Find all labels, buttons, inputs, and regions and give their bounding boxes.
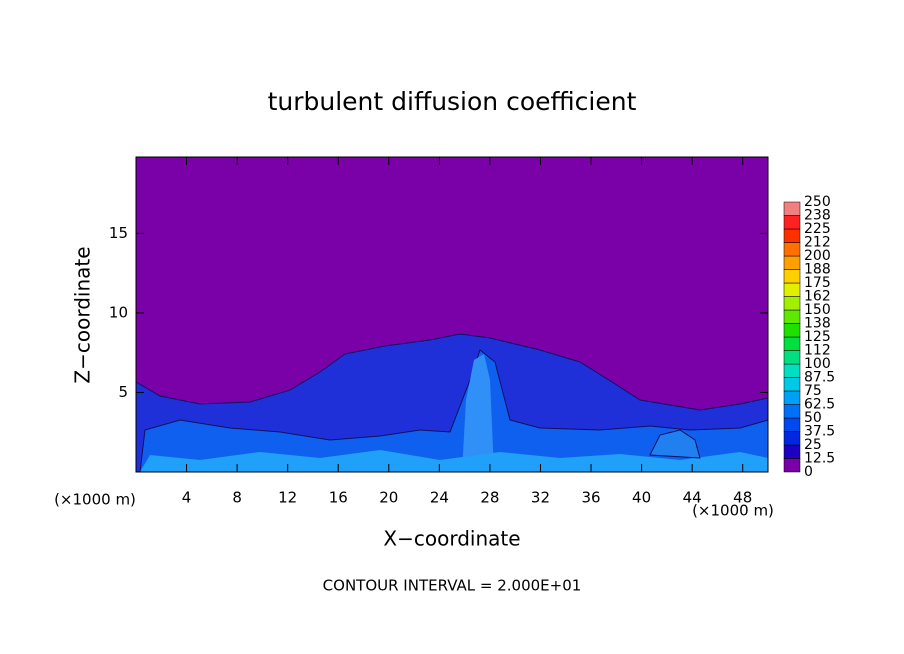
colorbar-band xyxy=(783,242,801,257)
colorbar-label: 0 xyxy=(804,464,813,480)
colorbar-band xyxy=(783,350,801,365)
x-tick-label: 24 xyxy=(430,489,449,507)
field-plume xyxy=(462,354,494,472)
colorbar-band xyxy=(783,377,801,392)
colorbar-label: 100 xyxy=(804,356,831,372)
colorbar-label: 138 xyxy=(804,316,831,332)
footer: CONTOUR INTERVAL = 2.000E+01 xyxy=(323,577,582,595)
colorbar-band xyxy=(783,215,801,230)
x-tick-label: 48 xyxy=(733,489,752,507)
colorbar-band xyxy=(783,363,801,378)
colorbar-band xyxy=(783,296,801,311)
colorbar-band xyxy=(783,255,801,270)
x-tick-label: 32 xyxy=(531,489,550,507)
colorbar-label: 250 xyxy=(804,194,831,210)
colorbar-label: 200 xyxy=(804,248,831,264)
x-tick-label: 36 xyxy=(581,489,600,507)
y-tick-label: 15 xyxy=(109,224,128,242)
colorbar-band xyxy=(783,404,801,419)
colorbar-label: 150 xyxy=(804,302,831,318)
field xyxy=(135,157,769,473)
colorbar-band xyxy=(783,444,801,459)
colorbar-label: 188 xyxy=(804,262,831,278)
colorbar-label: 62.5 xyxy=(804,397,835,413)
y-tick-label: 10 xyxy=(109,303,128,321)
field-surface xyxy=(140,450,768,472)
x-unit: (×1000 m) xyxy=(692,502,774,520)
colorbar-band xyxy=(783,458,801,473)
colorbar-label: 212 xyxy=(804,235,831,251)
colorbar-band xyxy=(783,228,801,243)
colorbar-label: 50 xyxy=(804,410,822,426)
colorbar-band xyxy=(783,269,801,284)
x-tick-label: 44 xyxy=(683,489,702,507)
plot-frame xyxy=(135,156,769,473)
y-tick-label: 5 xyxy=(118,383,128,401)
colorbar-band xyxy=(783,417,801,432)
x-tick-label: 40 xyxy=(632,489,651,507)
colorbar-label: 87.5 xyxy=(804,370,835,386)
x-tick-label: 20 xyxy=(379,489,398,507)
colorbar-band xyxy=(783,323,801,338)
colorbar-band xyxy=(783,201,801,216)
colorbar-band xyxy=(783,282,801,297)
x-tick-label: 8 xyxy=(232,489,242,507)
colorbar-label: 225 xyxy=(804,221,831,237)
colorbar-label: 37.5 xyxy=(804,424,835,440)
colorbar-label: 162 xyxy=(804,289,831,305)
colorbar-label: 175 xyxy=(804,275,831,291)
field-cell xyxy=(649,429,701,459)
chart-title: turbulent diffusion coefficient xyxy=(268,87,637,116)
y-unit: (×1000 m) xyxy=(54,491,136,509)
colorbar-label: 25 xyxy=(804,437,822,453)
x-tick-label: 12 xyxy=(278,489,297,507)
y-axis-title: Z−coordinate xyxy=(71,246,95,383)
colorbar-band xyxy=(783,431,801,446)
colorbar-label: 75 xyxy=(804,383,822,399)
colorbar-label: 125 xyxy=(804,329,831,345)
colorbar-band xyxy=(783,309,801,324)
colorbar-label: 12.5 xyxy=(804,451,835,467)
field-region xyxy=(139,349,769,473)
colorbar-label: 238 xyxy=(804,208,831,224)
x-axis-title: X−coordinate xyxy=(383,527,520,551)
x-tick-label: 16 xyxy=(329,489,348,507)
colorbar-label: 112 xyxy=(804,343,831,359)
x-tick-label: 4 xyxy=(182,489,192,507)
colorbar-band xyxy=(783,336,801,351)
colorbar-band xyxy=(783,390,801,405)
x-tick-label: 28 xyxy=(480,489,499,507)
